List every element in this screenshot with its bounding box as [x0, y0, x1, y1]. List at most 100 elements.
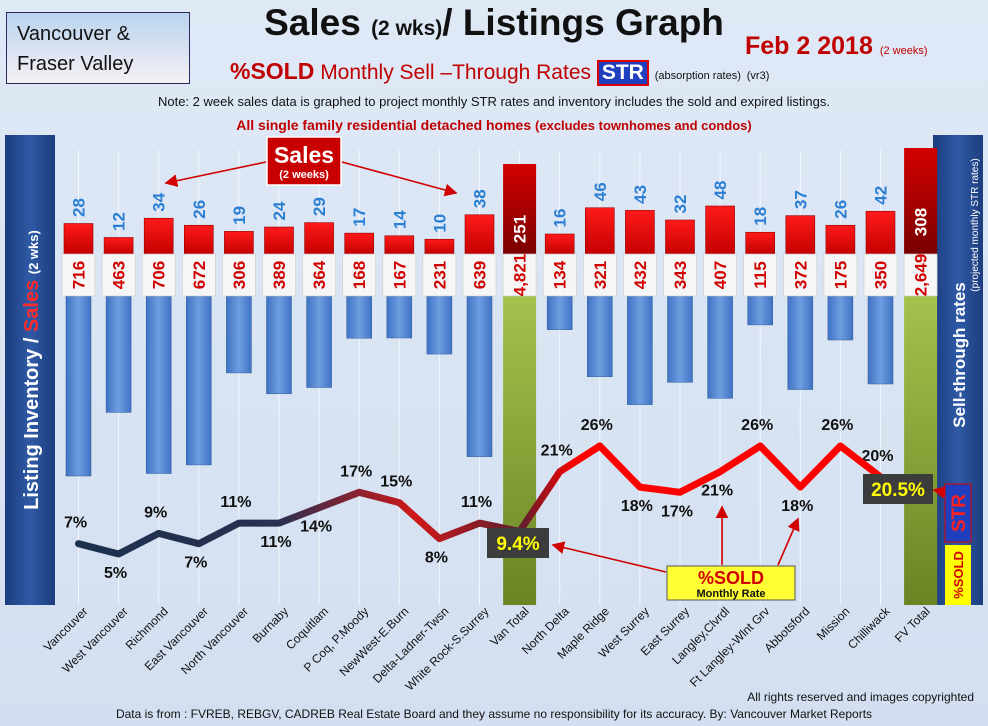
sales-bar-6: [304, 222, 334, 255]
inventory-label-2: 706: [150, 261, 169, 289]
subtitle-small: (excludes townhomes and condos): [535, 118, 752, 133]
sales-label-8: 14: [390, 210, 409, 229]
inventory-label-bg-9: [422, 253, 457, 297]
region-box: Vancouver & Fraser Valley: [6, 12, 190, 84]
inventory-label-bg-0: [61, 253, 96, 297]
sales-label-11: 251: [511, 215, 530, 243]
left-axis-panel: [5, 135, 55, 605]
inventory-label-bg-20: [863, 253, 898, 297]
sold-rate-label-5: 11%: [260, 534, 291, 551]
sales-label-0: 28: [70, 198, 89, 217]
sales-label-13: 46: [591, 182, 610, 201]
sold-arrow-van: [551, 541, 667, 573]
total-rate-box-21: [863, 474, 933, 504]
sales-bar-20: [865, 210, 896, 255]
subtitle-str: %SOLD Monthly Sell –Through Rates STR (a…: [230, 58, 769, 86]
sales-bar-2: [143, 217, 174, 255]
sold-rate-label-17: 26%: [741, 417, 773, 434]
inventory-label-6: 364: [310, 260, 329, 289]
inventory-label-bg-3: [182, 253, 216, 297]
sales-bar-17: [745, 231, 776, 255]
sold-callout-title: %SOLD: [698, 568, 764, 588]
sold-rate-label-19: 26%: [821, 417, 853, 434]
sales-callout-sub: (2 weeks): [279, 169, 329, 181]
sold-rate-label-8: 15%: [380, 474, 412, 491]
str-rates-label: Monthly Sell –Through Rates: [320, 61, 591, 84]
sales-bar-13: [584, 207, 615, 255]
inventory-label-21: 2,649: [912, 254, 931, 297]
sales-label-14: 43: [631, 185, 650, 204]
sales-label-7: 17: [350, 208, 369, 227]
sold-rate-label-1: 5%: [104, 565, 127, 582]
inventory-label-20: 350: [872, 261, 891, 289]
sales-bar-11: [503, 164, 537, 254]
sales-bar-3: [184, 224, 214, 255]
inventory-label-14: 432: [631, 261, 650, 289]
inventory-label-3: 672: [190, 261, 209, 289]
sales-bar-0: [63, 223, 94, 255]
date-label: Feb 2 2018 (2 weeks): [745, 32, 928, 61]
region-line-1: Vancouver &: [17, 23, 131, 45]
inventory-label-8: 167: [390, 261, 409, 289]
sales-callout-title: Sales: [274, 142, 334, 168]
inventory-bar-18: [787, 295, 814, 390]
inventory-bar-8: [386, 295, 413, 339]
inventory-label-bg-19: [823, 253, 858, 297]
inventory-label-1: 463: [110, 261, 129, 289]
right-axis-note: (projected monthly STR rates): [970, 158, 981, 291]
category-label-21: FV Total: [892, 604, 933, 645]
inventory-label-4: 306: [230, 261, 249, 289]
sold-rate-line: [75, 442, 884, 558]
inventory-bar-0: [65, 295, 92, 477]
sales-label-12: 16: [551, 209, 570, 228]
inventory-label-10: 639: [471, 261, 490, 289]
source-note: Data is from : FVREB, REBGV, CADREB Real…: [115, 707, 873, 721]
sales-label-19: 26: [831, 200, 850, 219]
title-paren: (2 wks): [371, 17, 443, 40]
date-value: Feb 2 2018: [745, 32, 873, 60]
version-label: (vr3): [746, 70, 770, 82]
inventory-bar-9: [426, 295, 453, 355]
inventory-label-18: 372: [791, 261, 810, 289]
sales-label-20: 42: [872, 186, 891, 205]
sales-bar-12: [544, 233, 575, 255]
sales-bar-16: [705, 205, 735, 255]
sold-rate-label-3: 7%: [184, 555, 207, 572]
sold-rate-label-0: 7%: [64, 515, 87, 532]
inventory-label-bg-8: [382, 253, 417, 297]
right-str-label: STR: [949, 494, 970, 532]
inventory-label-5: 389: [270, 261, 289, 289]
sales-bar-15: [665, 219, 695, 255]
sales-label-16: 48: [711, 181, 730, 200]
sales-bar-5: [264, 226, 294, 255]
inventory-bar-17: [747, 295, 773, 326]
inventory-label-bg-1: [101, 253, 136, 297]
inventory-label-bg-7: [342, 253, 377, 297]
sold-rate-label-7: 17%: [340, 463, 372, 480]
sold-callout-sub: Monthly Rate: [696, 588, 765, 600]
inventory-bar-3: [186, 295, 212, 466]
right-str-box: [944, 483, 972, 543]
total-rate-box-11: [487, 528, 549, 558]
total-rate-label-11: 9.4%: [496, 534, 539, 555]
note: Note: 2 week sales data is graphed to pr…: [157, 94, 831, 109]
inventory-label-bg-5: [262, 253, 296, 297]
sold-rate-label-18: 18%: [781, 498, 813, 515]
inventory-bar-16: [707, 295, 733, 399]
str-box: STR: [596, 60, 649, 86]
sales-label-5: 24: [270, 201, 289, 220]
category-label-19: Mission: [814, 604, 853, 643]
category-label-8: NewWest-E.Burn: [337, 604, 412, 679]
subtitle-homes: All single family residential detached h…: [0, 117, 988, 133]
sales-bar-21: [904, 148, 938, 254]
inventory-bar-19: [827, 295, 854, 341]
sold-label: %SOLD: [230, 58, 315, 84]
inventory-label-bg-10: [462, 253, 497, 297]
inventory-label-13: 321: [591, 261, 610, 289]
sales-bar-8: [384, 235, 415, 255]
sales-arrow-left: [164, 161, 267, 187]
sales-label-4: 19: [230, 206, 249, 225]
inventory-label-16: 407: [711, 261, 730, 289]
inventory-bar-4: [226, 295, 252, 374]
inventory-label-bg-12: [542, 253, 577, 297]
